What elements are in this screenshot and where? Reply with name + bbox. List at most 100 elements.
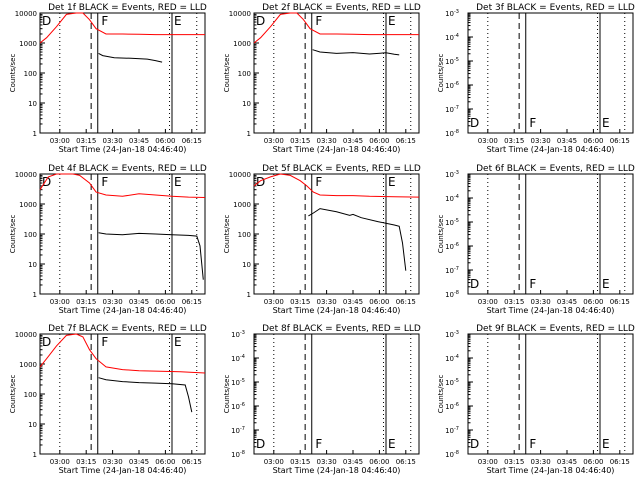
- y-tick-label: 10-6: [445, 81, 459, 90]
- y-tick-label: 10: [242, 100, 251, 108]
- y-tick-label: 10: [28, 261, 37, 269]
- panel-6: Det 6f BLACK = Events, RED = LLD 10-8 10-7…: [437, 164, 635, 315]
- y-tick-label: 10-4: [445, 194, 459, 203]
- marker-letter-d: D: [470, 437, 479, 451]
- marker-letter-f: F: [315, 437, 322, 451]
- x-tick-label: 03:45: [557, 458, 577, 466]
- x-tick-label: 03:30: [317, 458, 337, 466]
- y-tick-label: 1: [33, 130, 37, 138]
- y-tick-label: 1000: [19, 361, 37, 369]
- lld-series-line: [39, 333, 206, 374]
- x-tick-label: 03:45: [343, 458, 363, 466]
- y-tick-label: 1000: [19, 40, 37, 48]
- x-tick-label: 03:00: [50, 458, 70, 466]
- x-tick-label: 06:15: [610, 298, 630, 306]
- x-axis-label: Start Time (24-Jan-18 04:46:40): [273, 145, 401, 154]
- marker-letter-d: D: [256, 14, 265, 28]
- y-tick-label: 10-3: [445, 9, 459, 18]
- plot-frame: [253, 333, 420, 455]
- marker-letter-f: F: [529, 437, 536, 451]
- marker-letter-f: F: [315, 14, 322, 28]
- x-tick-label: 06:00: [583, 298, 603, 306]
- marker-letter-e: E: [602, 277, 610, 291]
- lld-series-line: [39, 173, 206, 198]
- y-tick-label: 10-7: [445, 426, 459, 435]
- panel-title: Det 3f BLACK = Events, RED = LLD: [476, 3, 635, 13]
- marker-letter-e: E: [174, 335, 182, 349]
- x-axis-label: Start Time (24-Jan-18 04:46:40): [487, 466, 615, 475]
- panel-8: Det 8f BLACK = Events, RED = LLD 10-8 10-7…: [223, 324, 421, 475]
- x-tick-label: 03:30: [317, 137, 337, 145]
- marker-letter-e: E: [388, 437, 396, 451]
- y-tick-label: 10000: [15, 171, 37, 179]
- x-tick-label: 03:45: [129, 137, 149, 145]
- y-tick-label: 1: [247, 130, 251, 138]
- x-tick-label: 06:15: [396, 458, 416, 466]
- x-tick-label: 06:15: [610, 137, 630, 145]
- x-tick-label: 03:45: [557, 298, 577, 306]
- x-axis-label: Start Time (24-Jan-18 04:46:40): [273, 466, 401, 475]
- x-tick-label: 03:00: [264, 298, 284, 306]
- y-tick-label: 10-8: [445, 450, 459, 459]
- panel-title: Det 4f BLACK = Events, RED = LLD: [48, 164, 207, 174]
- x-tick-label: 03:30: [103, 137, 123, 145]
- y-axis-label: Counts/sec: [437, 54, 445, 93]
- marker-letter-e: E: [602, 116, 610, 130]
- y-tick-label: 100: [238, 231, 251, 239]
- y-tick-label: 1000: [233, 40, 251, 48]
- y-tick-label: 1: [33, 291, 37, 299]
- x-tick-label: 03:45: [557, 137, 577, 145]
- lld-series-line: [39, 12, 205, 44]
- y-axis-label: Counts/sec: [9, 54, 17, 93]
- panel-title: Det 2f BLACK = Events, RED = LLD: [262, 3, 421, 13]
- x-axis-label: Start Time (24-Jan-18 04:46:40): [273, 306, 401, 315]
- lld-series-line: [253, 12, 419, 44]
- y-tick-label: 10: [242, 261, 251, 269]
- y-tick-label: 10-7: [445, 266, 459, 275]
- x-tick-label: 06:15: [182, 137, 202, 145]
- y-tick-label: 10-8: [231, 450, 245, 459]
- y-axis-label: Counts/sec: [437, 215, 445, 254]
- events-series-line: [98, 232, 204, 280]
- y-axis-label: Counts/sec: [9, 375, 17, 414]
- y-tick-label: 100: [24, 70, 37, 78]
- marker-letter-d: D: [42, 335, 51, 349]
- panel-9: Det 9f BLACK = Events, RED = LLD 10-8 10-7…: [437, 324, 635, 475]
- panel-7: Det 7f BLACK = Events, RED = LLD 1 10 100 10…: [9, 324, 207, 475]
- y-tick-label: 10000: [229, 10, 251, 18]
- x-tick-label: 06:15: [182, 458, 202, 466]
- events-series-line: [312, 49, 400, 56]
- marker-letter-d: D: [470, 277, 479, 291]
- x-tick-label: 06:00: [369, 298, 389, 306]
- marker-letter-f: F: [101, 335, 108, 349]
- y-tick-label: 1000: [233, 201, 251, 209]
- y-tick-label: 10000: [229, 171, 251, 179]
- y-tick-label: 10-3: [231, 330, 245, 339]
- x-tick-label: 03:15: [76, 298, 96, 306]
- panel-1: Det 1f BLACK = Events, RED = LLD 1 10 100 10…: [9, 3, 207, 154]
- panel-4: Det 4f BLACK = Events, RED = LLD 1 10 100 10…: [9, 164, 207, 315]
- y-tick-label: 10-4: [231, 354, 245, 363]
- y-tick-label: 10-5: [231, 378, 245, 387]
- plot-frame: [253, 12, 420, 134]
- x-tick-label: 03:15: [504, 298, 524, 306]
- x-tick-label: 06:15: [182, 298, 202, 306]
- x-tick-label: 03:00: [50, 137, 70, 145]
- y-tick-label: 1: [247, 291, 251, 299]
- x-tick-label: 06:00: [583, 458, 603, 466]
- y-tick-label: 100: [24, 231, 37, 239]
- marker-letter-f: F: [101, 14, 108, 28]
- x-tick-label: 06:00: [583, 137, 603, 145]
- x-tick-label: 03:30: [531, 458, 551, 466]
- marker-letter-f: F: [529, 277, 536, 291]
- x-tick-label: 03:30: [103, 298, 123, 306]
- x-tick-label: 03:15: [76, 137, 96, 145]
- marker-letter-e: E: [388, 14, 396, 28]
- y-tick-label: 10: [28, 421, 37, 429]
- plot-frame: [467, 173, 634, 295]
- marker-letter-d: D: [42, 175, 51, 189]
- x-tick-label: 03:30: [103, 458, 123, 466]
- marker-letter-f: F: [315, 175, 322, 189]
